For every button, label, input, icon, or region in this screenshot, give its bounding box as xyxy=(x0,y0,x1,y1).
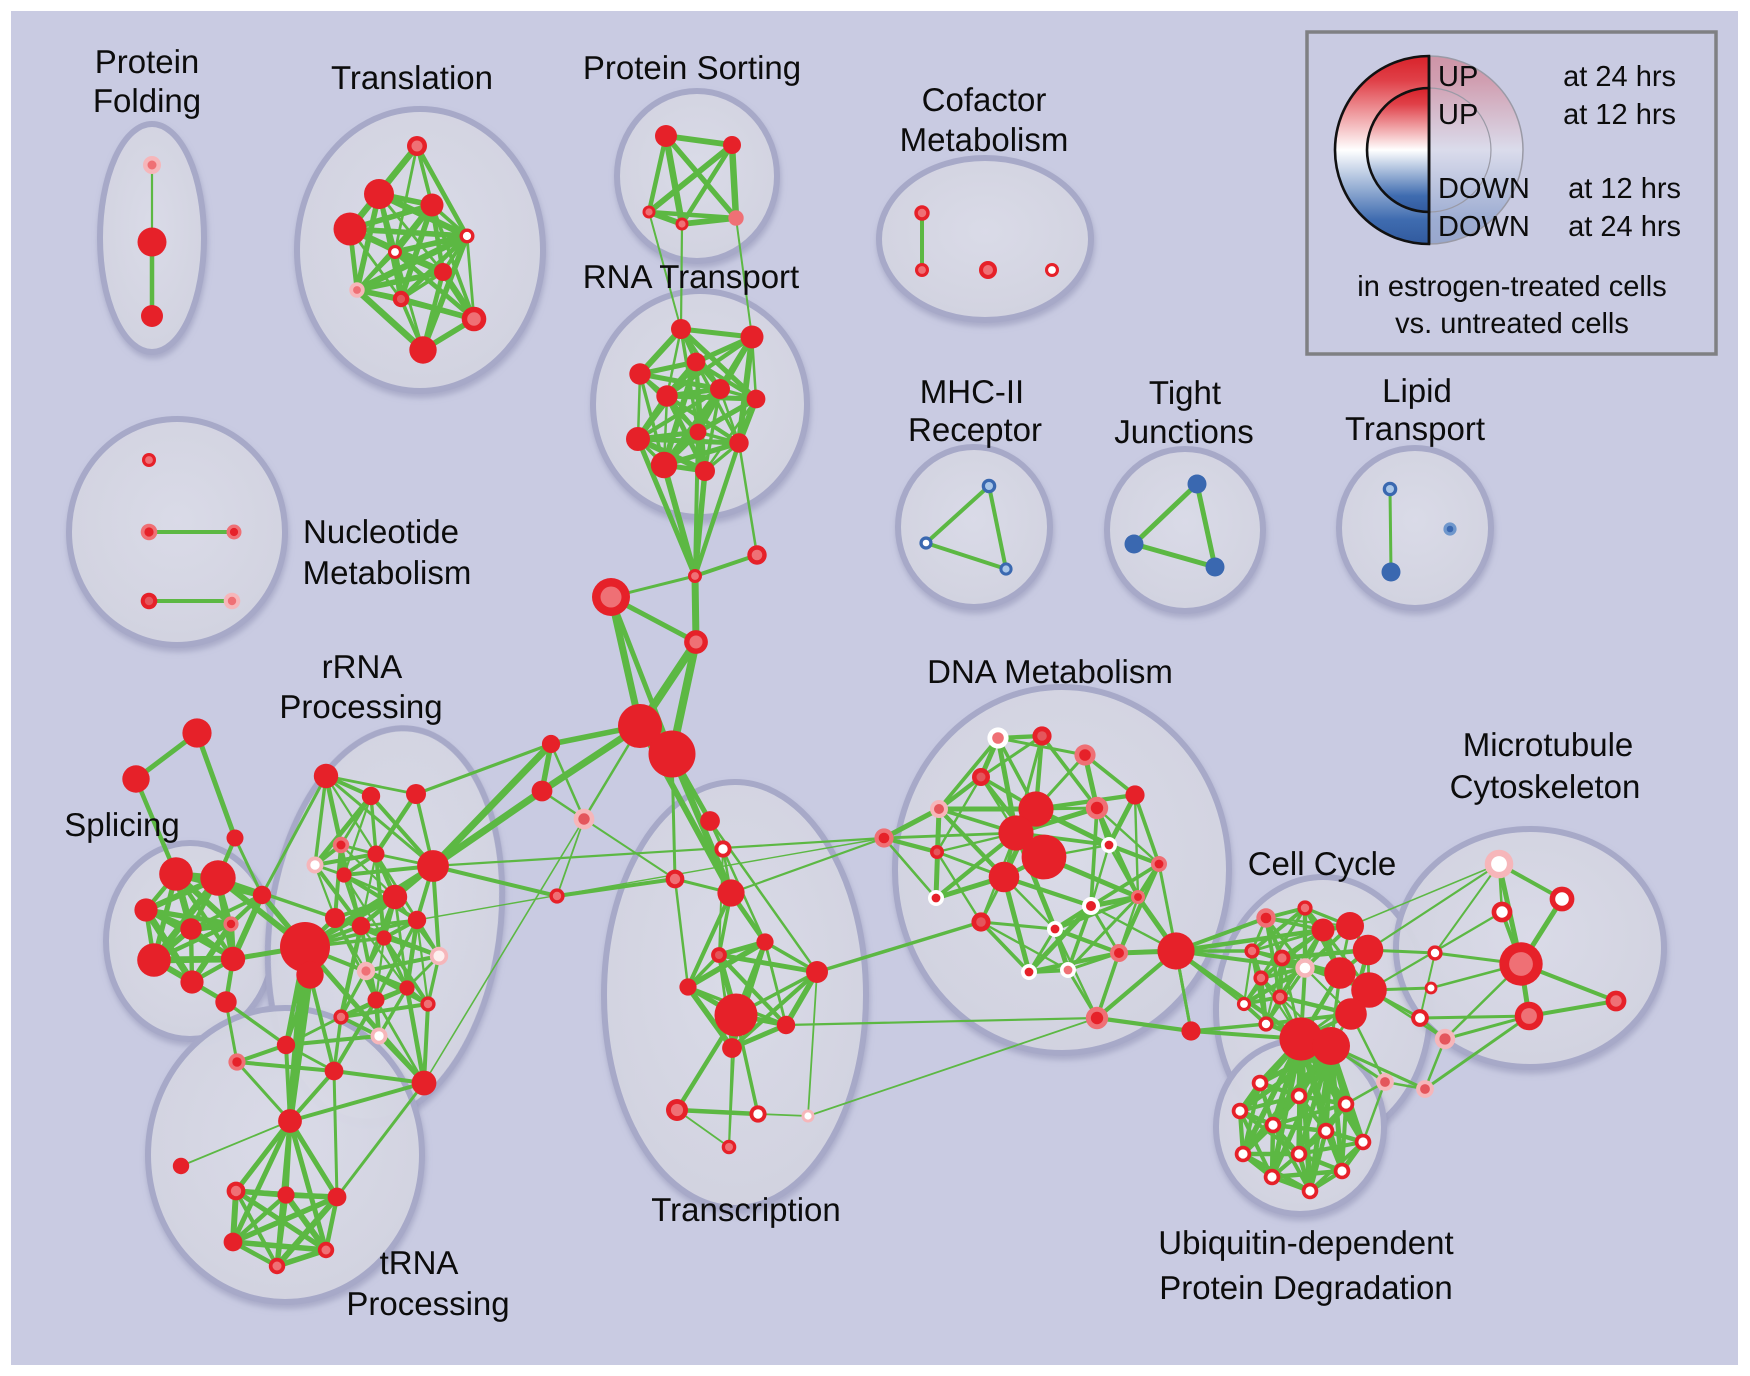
svg-text:at 24 hrs: at 24 hrs xyxy=(1563,61,1676,93)
svg-text:Cytoskeleton: Cytoskeleton xyxy=(1450,768,1641,805)
svg-text:Tight: Tight xyxy=(1149,374,1221,411)
svg-text:Junctions: Junctions xyxy=(1114,413,1253,450)
svg-text:rRNA: rRNA xyxy=(322,648,403,685)
svg-text:at 24 hrs: at 24 hrs xyxy=(1568,211,1681,243)
svg-text:Protein Sorting: Protein Sorting xyxy=(583,49,801,86)
svg-text:at 12 hrs: at 12 hrs xyxy=(1563,99,1676,131)
svg-text:Processing: Processing xyxy=(279,688,442,725)
svg-text:DNA Metabolism: DNA Metabolism xyxy=(927,653,1173,690)
svg-text:at 12 hrs: at 12 hrs xyxy=(1568,173,1681,205)
svg-text:Transcription: Transcription xyxy=(651,1191,841,1228)
svg-text:Processing: Processing xyxy=(346,1285,509,1322)
svg-text:DOWN: DOWN xyxy=(1438,211,1530,243)
svg-text:Metabolism: Metabolism xyxy=(900,121,1069,158)
svg-text:in estrogen-treated cells: in estrogen-treated cells xyxy=(1357,271,1667,303)
svg-text:Metabolism: Metabolism xyxy=(303,554,472,591)
svg-text:Splicing: Splicing xyxy=(64,806,180,843)
svg-text:DOWN: DOWN xyxy=(1438,173,1530,205)
svg-text:Translation: Translation xyxy=(331,59,493,96)
svg-text:UP: UP xyxy=(1438,99,1478,131)
svg-text:Nucleotide: Nucleotide xyxy=(303,513,459,550)
svg-text:vs. untreated cells: vs. untreated cells xyxy=(1395,308,1629,340)
svg-text:Transport: Transport xyxy=(1345,410,1485,447)
svg-text:Receptor: Receptor xyxy=(908,411,1042,448)
svg-text:MHC-II: MHC-II xyxy=(920,373,1024,410)
svg-text:tRNA: tRNA xyxy=(380,1244,459,1281)
svg-text:Folding: Folding xyxy=(93,82,201,119)
svg-text:Protein: Protein xyxy=(95,43,200,80)
svg-text:Lipid: Lipid xyxy=(1382,372,1452,409)
svg-text:Cell Cycle: Cell Cycle xyxy=(1248,845,1397,882)
svg-text:UP: UP xyxy=(1438,61,1478,93)
svg-text:Protein Degradation: Protein Degradation xyxy=(1159,1269,1453,1306)
svg-text:Cofactor: Cofactor xyxy=(922,81,1047,118)
svg-text:Ubiquitin-dependent: Ubiquitin-dependent xyxy=(1158,1224,1453,1261)
svg-text:Microtubule: Microtubule xyxy=(1463,726,1634,763)
svg-text:RNA Transport: RNA Transport xyxy=(583,258,799,295)
